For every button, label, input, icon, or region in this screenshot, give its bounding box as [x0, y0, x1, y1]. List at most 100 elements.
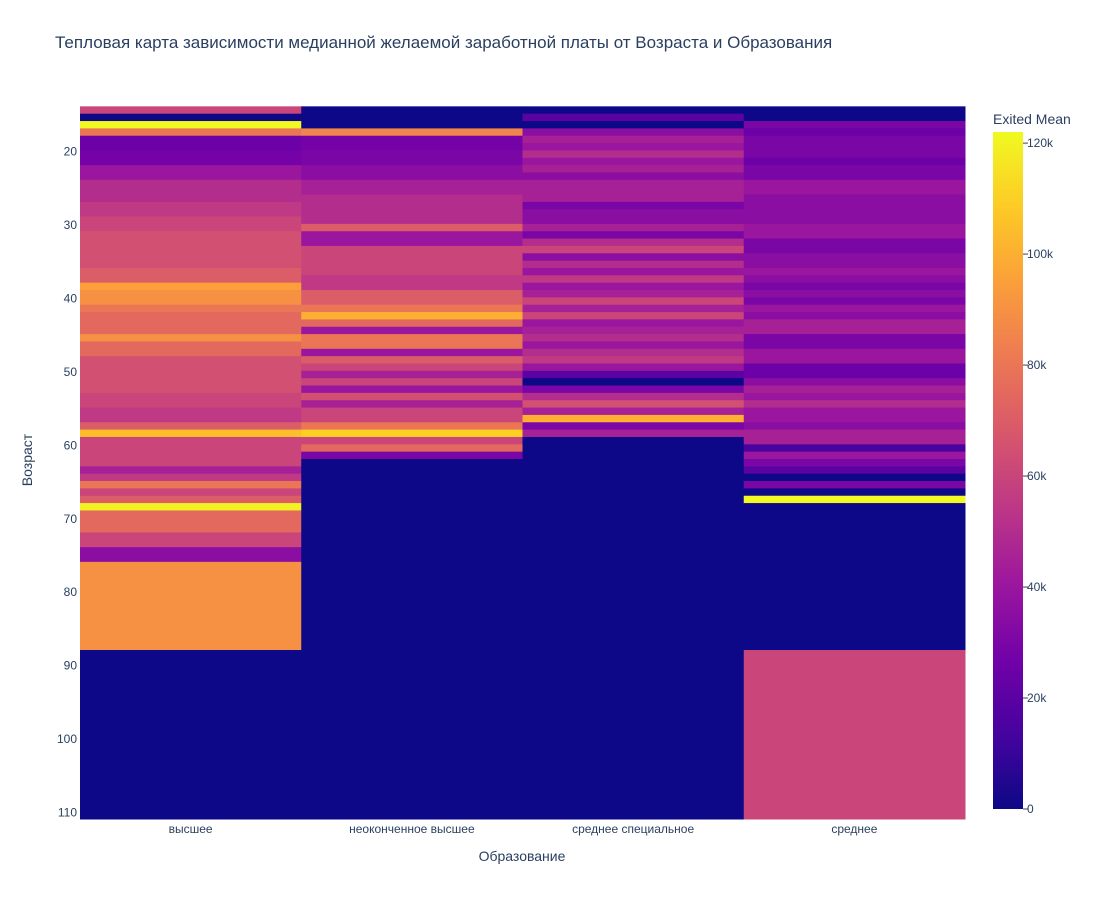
heatmap-cell [80, 113, 302, 122]
heatmap-cell [743, 444, 966, 453]
heatmap-cell [522, 179, 745, 203]
heatmap-cell [301, 135, 523, 151]
heatmap-cell [522, 370, 745, 379]
heatmap-cell [301, 363, 523, 372]
heatmap-cell [301, 304, 523, 313]
heatmap-cell [522, 150, 745, 159]
heatmap-cell [80, 290, 302, 306]
heatmap-cell [743, 459, 966, 467]
heatmap-cell [743, 385, 966, 394]
heatmap-cell [301, 319, 523, 328]
x-tick-label: среднее специальное [572, 822, 694, 836]
heatmap-cell [522, 348, 745, 357]
heatmap-cell [301, 245, 523, 269]
heatmap-cell [743, 319, 966, 335]
colorbar-tick-label: 100k [1027, 247, 1054, 261]
heatmap-cell [522, 275, 745, 284]
heatmap-cell [743, 179, 966, 196]
y-tick-label: 40 [64, 291, 78, 305]
heatmap-cell [80, 304, 302, 313]
colorbar-tick-label: 60k [1027, 469, 1047, 483]
heatmap-cell [80, 128, 302, 137]
heatmap-cell [80, 650, 302, 820]
heatmap-cell [301, 334, 523, 350]
heatmap-cell [301, 179, 523, 196]
heatmap-cell [522, 400, 745, 409]
heatmap-cell [743, 297, 966, 306]
heatmap-cell [522, 157, 745, 166]
heatmap-cell [522, 326, 745, 335]
heatmap-cell [301, 385, 523, 394]
heatmap-cell [743, 267, 966, 276]
heatmap-cell [743, 363, 966, 379]
heatmap-cells [80, 106, 966, 820]
heatmap-cell [301, 150, 523, 166]
heatmap-cell [80, 422, 302, 431]
heatmap-cell [743, 392, 966, 401]
heatmap-cell [522, 245, 745, 254]
colorbar-ticks: 0 20k 40k 60k 80k 100k 120k [1023, 136, 1054, 816]
heatmap-cell [743, 223, 966, 240]
heatmap-cell [522, 282, 745, 291]
chart-title: Тепловая карта зависимости медианной жел… [55, 33, 833, 52]
heatmap-cell [80, 436, 302, 467]
heatmap-cell [743, 451, 966, 460]
heatmap-cell [522, 304, 745, 313]
heatmap-cell [301, 444, 523, 453]
heatmap-cell [80, 121, 302, 129]
heatmap-cell [80, 201, 302, 218]
heatmap-cell [743, 282, 966, 291]
heatmap-cell [301, 326, 523, 335]
heatmap-cell [301, 451, 523, 460]
heatmap-cell [522, 231, 745, 240]
y-axis-title: Возраст [19, 433, 35, 486]
heatmap-cell [301, 106, 523, 129]
heatmap-cell [80, 429, 302, 438]
colorbar-title: Exited Mean [993, 111, 1071, 127]
heatmap-cell [301, 356, 523, 364]
heatmap-cell [743, 429, 966, 445]
heatmap-cell [743, 238, 966, 254]
heatmap-cell [80, 312, 302, 335]
heatmap-cell [743, 290, 966, 298]
y-tick-label: 80 [64, 585, 78, 599]
heatmap-cell [522, 356, 745, 364]
heatmap-cell [743, 378, 966, 387]
heatmap-cell [522, 341, 745, 350]
heatmap-cell [80, 532, 302, 548]
heatmap-cell [743, 135, 966, 159]
y-tick-label: 90 [64, 659, 78, 673]
colorbar-tick-label: 0 [1027, 802, 1034, 816]
heatmap-cell [80, 356, 302, 394]
heatmap-cell [301, 436, 523, 445]
heatmap-cell [743, 194, 966, 225]
x-tick-label: неоконченное высшее [349, 822, 475, 836]
heatmap-cell [522, 201, 745, 210]
heatmap-cell [743, 106, 966, 122]
heatmap-cell [522, 414, 745, 423]
colorbar-tick-label: 120k [1027, 136, 1054, 150]
y-tick-label: 50 [64, 365, 78, 379]
heatmap-cell [301, 459, 523, 820]
heatmap-cell [522, 172, 745, 181]
heatmap-cell [522, 407, 745, 416]
heatmap-cell [80, 481, 302, 489]
heatmap-cell [743, 128, 966, 137]
heatmap-cell [80, 231, 302, 269]
heatmap-cell [743, 422, 966, 431]
heatmap-cell [80, 179, 302, 203]
heatmap-cell [301, 400, 523, 409]
heatmap-cell [522, 363, 745, 372]
heatmap-cell [522, 143, 745, 151]
heatmap-cell [743, 481, 966, 489]
heatmap-cell [80, 407, 302, 423]
heatmap-cell [80, 216, 302, 232]
heatmap-cell [522, 378, 745, 387]
heatmap-cell [80, 165, 302, 181]
heatmap-cell [522, 113, 745, 122]
heatmap-cell [522, 106, 745, 115]
y-tick-label: 60 [64, 438, 78, 452]
heatmap-cell [301, 275, 523, 291]
heatmap-cell [301, 348, 523, 357]
heatmap-cell [743, 157, 966, 166]
